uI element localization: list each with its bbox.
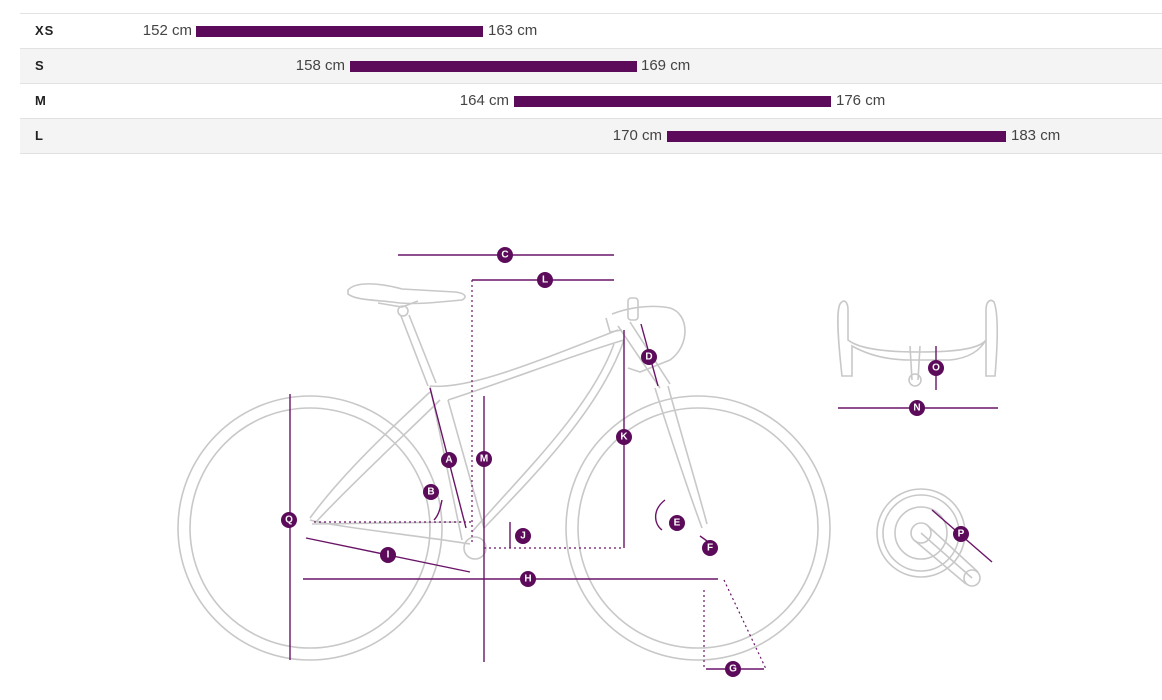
dimension-badge-k: K bbox=[616, 429, 632, 445]
dimension-badge-q: Q bbox=[281, 512, 297, 528]
dimension-badge-j: J bbox=[515, 528, 531, 544]
height-max: 183 cm bbox=[1011, 127, 1061, 144]
dimension-badge-d: D bbox=[641, 349, 657, 365]
height-min: 164 cm bbox=[459, 92, 509, 109]
svg-text:J: J bbox=[520, 531, 526, 542]
svg-text:Q: Q bbox=[285, 515, 293, 526]
dimension-lines bbox=[289, 254, 998, 670]
height-range-bar bbox=[350, 61, 637, 72]
svg-text:F: F bbox=[707, 543, 713, 554]
height-min: 170 cm bbox=[612, 127, 662, 144]
size-range-table: XS 152 cm 163 cm S 158 cm 169 cm M 164 c… bbox=[20, 13, 1162, 154]
bike-frame-drawing bbox=[177, 283, 998, 661]
height-range-bar bbox=[667, 131, 1006, 142]
svg-text:I: I bbox=[387, 550, 390, 561]
svg-text:C: C bbox=[501, 250, 508, 261]
svg-text:N: N bbox=[913, 403, 920, 414]
dimension-badge-a: A bbox=[441, 452, 457, 468]
height-max: 169 cm bbox=[641, 57, 691, 74]
height-max: 163 cm bbox=[488, 22, 538, 39]
dimension-badge-c: C bbox=[497, 247, 513, 263]
dimension-badge-h: H bbox=[520, 571, 536, 587]
svg-text:P: P bbox=[958, 529, 965, 540]
svg-text:A: A bbox=[445, 455, 452, 466]
height-min: 158 cm bbox=[295, 57, 345, 74]
dimension-badge-b: B bbox=[423, 484, 439, 500]
height-range-bar bbox=[196, 26, 483, 37]
height-max: 176 cm bbox=[836, 92, 886, 109]
svg-text:M: M bbox=[480, 454, 488, 465]
size-row-s: S 158 cm 169 cm bbox=[20, 49, 1162, 84]
dimension-badge-n: N bbox=[909, 400, 925, 416]
dimension-badge-p: P bbox=[953, 526, 969, 542]
size-label: M bbox=[35, 93, 47, 108]
svg-text:E: E bbox=[674, 518, 681, 529]
dimension-badges: A B C D E F G H I J K L M N O P Q bbox=[281, 247, 969, 677]
size-label: L bbox=[35, 128, 44, 143]
svg-text:D: D bbox=[645, 352, 652, 363]
svg-text:H: H bbox=[524, 574, 531, 585]
size-row-l: L 170 cm 183 cm bbox=[20, 119, 1162, 154]
svg-text:O: O bbox=[932, 363, 940, 374]
svg-text:G: G bbox=[729, 664, 737, 675]
size-row-m: M 164 cm 176 cm bbox=[20, 84, 1162, 119]
svg-text:L: L bbox=[542, 275, 548, 286]
dimension-badge-i: I bbox=[380, 547, 396, 563]
dimension-badge-m: M bbox=[476, 451, 492, 467]
dimension-badge-l: L bbox=[537, 272, 553, 288]
size-row-xs: XS 152 cm 163 cm bbox=[20, 13, 1162, 49]
bike-geometry-diagram: A B C D E F G H I J K L M N O P Q bbox=[177, 247, 998, 677]
size-label: XS bbox=[35, 23, 55, 38]
dimension-badge-g: G bbox=[725, 661, 741, 677]
size-label: S bbox=[35, 58, 45, 73]
height-min: 152 cm bbox=[142, 22, 192, 39]
dimension-badge-e: E bbox=[669, 515, 685, 531]
height-range-bar bbox=[514, 96, 831, 107]
dimension-badge-f: F bbox=[702, 540, 718, 556]
svg-text:B: B bbox=[427, 487, 434, 498]
svg-text:K: K bbox=[620, 432, 628, 443]
dimension-badge-o: O bbox=[928, 360, 944, 376]
